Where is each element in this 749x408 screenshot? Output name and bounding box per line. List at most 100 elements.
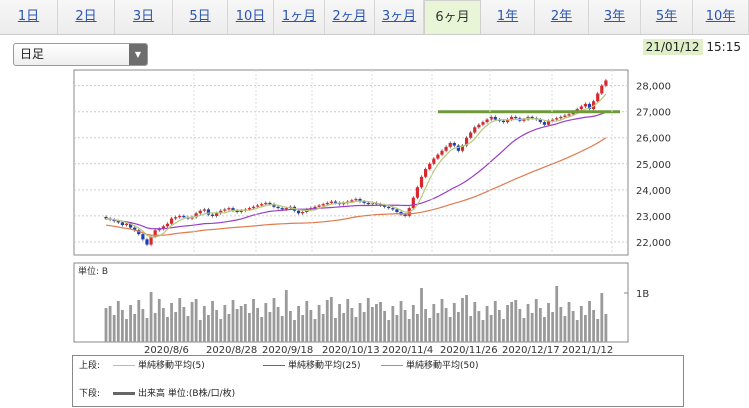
volume-bar (280, 316, 284, 342)
candle-body (280, 208, 284, 210)
last-update-date: 21/01/12 (642, 39, 703, 55)
candle-body (219, 210, 223, 214)
legend-volume-swatch (113, 392, 135, 395)
chart-type-select[interactable]: 日足 ▼ (13, 43, 148, 66)
candle-body (530, 116, 534, 119)
volume-bar (239, 306, 243, 342)
tab-2[interactable]: 3日 (115, 0, 173, 34)
tab-10[interactable]: 2年 (535, 0, 589, 34)
stock-chart: 28,000 27,000 26,000 25,000 24,000 23,000 22,0… (73, 69, 671, 356)
volume-bar (129, 305, 132, 342)
tab-9[interactable]: 1年 (481, 0, 535, 34)
legend-ma25: 単純移動平均(25) (263, 360, 360, 372)
tab-1[interactable]: 2日 (58, 0, 115, 34)
tab-0[interactable]: 1日 (0, 0, 58, 34)
volume-bar (563, 316, 567, 342)
candle-body (178, 215, 182, 218)
candle-body (313, 206, 317, 209)
candle-body (481, 122, 485, 125)
volume-bar (395, 315, 399, 342)
candle-body (198, 210, 202, 214)
candle-body (546, 120, 551, 125)
candle-body (301, 212, 305, 214)
volume-bar (514, 300, 518, 342)
candle-body (260, 204, 264, 206)
candle-body (391, 208, 395, 210)
candle-body (239, 210, 243, 213)
legend-ma5-swatch (113, 365, 135, 366)
candle-body (444, 146, 448, 151)
volume-bar (276, 307, 280, 342)
candle-body (194, 213, 198, 218)
volume-bar (370, 307, 374, 342)
candle-body (505, 119, 510, 123)
volume-bar (452, 303, 456, 342)
candle-body (268, 202, 272, 205)
legend-ma50: 単純移動平均(50) (381, 360, 478, 372)
candle-body (145, 239, 149, 245)
volume-bar (112, 315, 116, 342)
tab-8[interactable]: 6ヶ月 (424, 0, 481, 34)
volume-bar (493, 301, 497, 342)
volume-bar (477, 311, 481, 342)
candle-body (587, 103, 592, 110)
legend-upper-label: 上段: (79, 361, 101, 371)
candle-body (235, 210, 239, 213)
ma5-line (105, 93, 607, 238)
volume-bar (145, 318, 149, 342)
tab-5[interactable]: 1ヶ月 (274, 0, 325, 34)
volume-bar (161, 308, 165, 342)
volume-bar (518, 309, 522, 342)
tab-3[interactable]: 5日 (173, 0, 228, 34)
volume-bar (317, 305, 321, 342)
candle-body (383, 205, 387, 207)
candle-body (600, 85, 604, 94)
tab-4[interactable]: 10日 (228, 0, 274, 34)
candle-body (424, 169, 428, 177)
volume-bar (104, 308, 108, 342)
volume-bar (170, 303, 173, 342)
volume-bar (526, 304, 530, 342)
volume-bar (362, 312, 366, 342)
volume-bar (334, 318, 337, 342)
volume-bar (375, 304, 378, 342)
volume-bar (264, 303, 268, 342)
x-tick-label: 2020/10/13 (322, 345, 380, 356)
tab-12[interactable]: 5年 (641, 0, 693, 34)
volume-bar (297, 306, 300, 342)
volume-bar (288, 311, 292, 342)
candle-body (460, 145, 465, 151)
candle-body (116, 221, 120, 223)
tab-11[interactable]: 3年 (589, 0, 641, 34)
ma25-line (105, 111, 607, 230)
volume-bar (235, 309, 239, 342)
candle-body (411, 197, 415, 209)
volume-bar (444, 308, 448, 342)
candle-body (190, 217, 194, 219)
volume-bar (272, 298, 276, 342)
candle-body (202, 209, 206, 211)
volume-unit-label: 単位: B (78, 265, 108, 277)
candle-body (174, 217, 178, 219)
price-tick-label: 22,000 (636, 238, 671, 249)
candle-body (284, 208, 288, 210)
tab-7[interactable]: 3ヶ月 (375, 0, 424, 34)
volume-tick-label: 1B (636, 289, 649, 300)
volume-bar (530, 313, 534, 342)
volume-bar (551, 312, 555, 342)
volume-bar (432, 304, 436, 342)
legend-lower-label: 下段: (79, 389, 101, 399)
candle-body (448, 142, 452, 147)
volume-bar (575, 320, 579, 342)
volume-bar (358, 303, 362, 342)
chart-legend: 上段: 単純移動平均(5) 単純移動平均(25) 単純移動平均(50) 下段: … (72, 355, 684, 407)
volume-bar (473, 302, 477, 342)
volume-bar (416, 314, 419, 342)
tab-6[interactable]: 2ヶ月 (325, 0, 375, 34)
candle-body (215, 213, 219, 216)
candle-body (128, 223, 133, 228)
volume-bar (543, 317, 546, 342)
legend-ma25-label: 単純移動平均(25) (288, 361, 361, 371)
tab-13[interactable]: 10年 (693, 0, 749, 34)
volume-bar (215, 310, 219, 342)
